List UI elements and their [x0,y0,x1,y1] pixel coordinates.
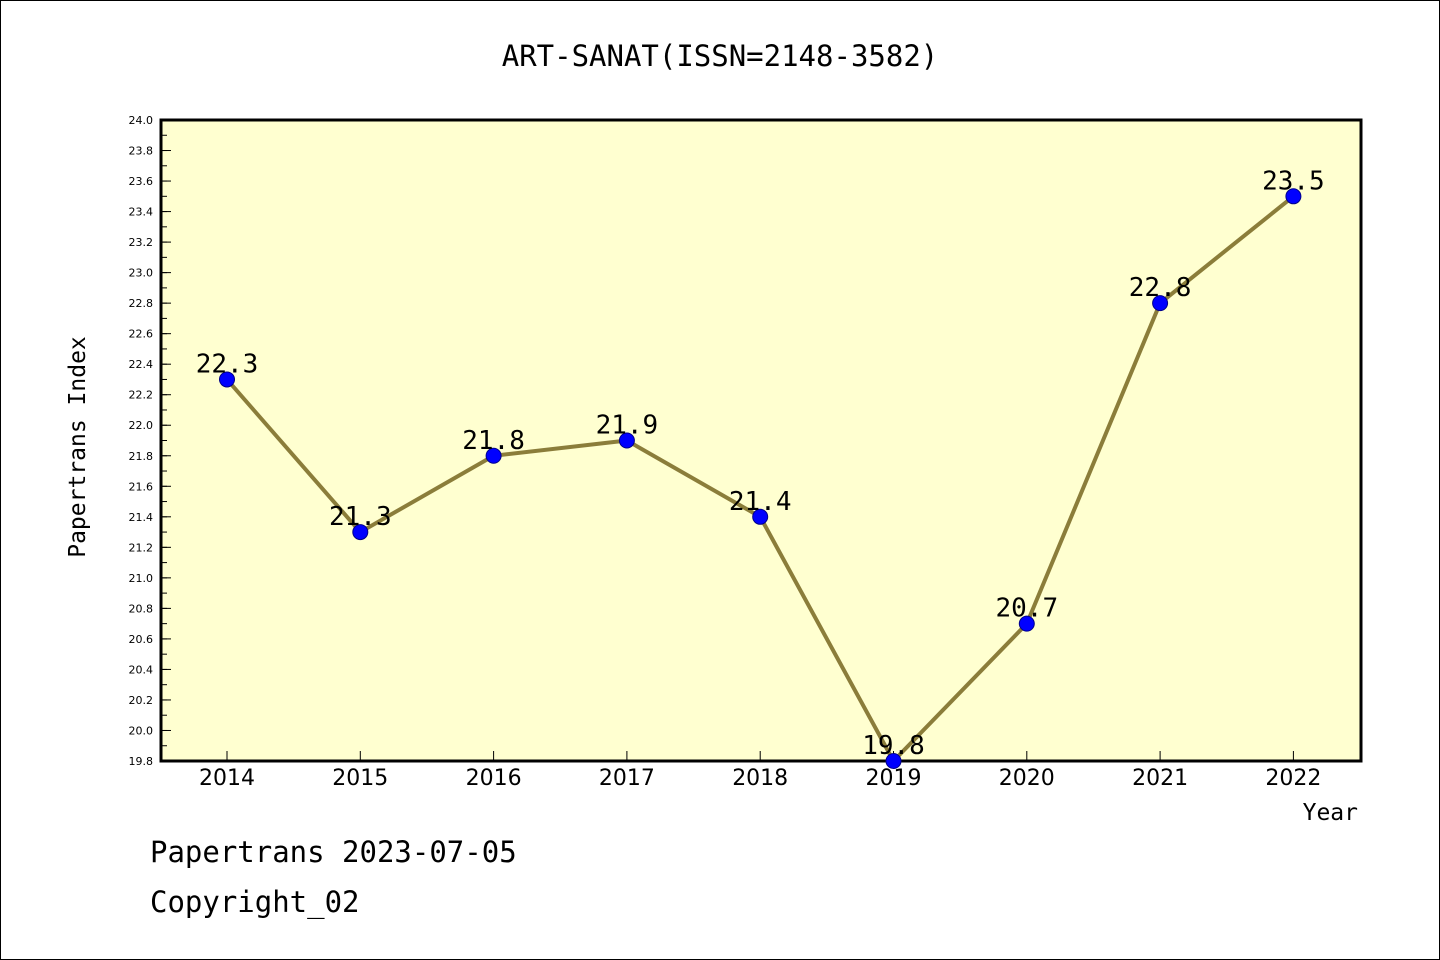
footer-date-text: Papertrans 2023-07-05 [150,835,517,869]
y-tick-label: 20.8 [129,602,154,615]
data-label: 21.8 [462,426,525,456]
y-tick-label: 23.6 [129,175,154,188]
x-tick-label: 2016 [466,766,522,791]
data-point [618,432,635,449]
data-point [885,753,902,769]
y-tick-label: 21.4 [129,511,154,524]
y-tick-label: 21.6 [129,480,154,493]
data-label: 21.3 [329,502,392,532]
chart-title: ART-SANAT(ISSN=2148-3582) [502,39,939,73]
data-point [752,508,769,525]
data-label: 22.3 [196,349,259,379]
plot-area [159,118,1363,763]
x-tick-label: 2021 [1132,766,1188,791]
x-tick-label: 2018 [732,766,788,791]
y-tick-label: 23.4 [129,206,154,219]
y-tick-label: 21.2 [129,541,154,554]
y-tick-label: 22.0 [129,419,154,432]
data-point [219,371,235,388]
y-tick-label: 20.0 [129,724,154,737]
data-point [1152,295,1169,312]
x-tick-label: 2019 [866,766,922,791]
data-point [1285,188,1302,205]
y-tick-label: 23.8 [129,145,154,158]
y-tick-label: 21.8 [129,450,154,463]
series-layer: 22.3 21.3 21.8 21.9 21.4 19.8 20.7 22.8 23.5 [196,166,1325,769]
x-tick-label: 2017 [599,766,655,791]
data-point [1018,615,1035,632]
y-tick-label: 22.8 [129,297,154,310]
data-label: 21.4 [729,487,792,517]
y-tick-label: 23.0 [129,267,154,280]
y-tick-label: 22.2 [129,389,154,402]
x-tick-label: 2022 [1265,766,1321,791]
y-axis-title: Papertrans Index [65,336,91,558]
x-tick-label: 2015 [332,766,388,791]
data-label: 22.8 [1129,273,1192,303]
x-tick-label: 2014 [199,766,255,791]
y-axis-ticks: 19.8 20.0 20.2 20.4 20.6 20.8 21.0 21.2 21.4 21.6… [129,114,171,768]
y-tick-label: 21.0 [129,572,154,585]
y-tick-label: 20.4 [129,663,154,676]
y-tick-label: 22.4 [129,358,154,371]
y-tick-label: 19.8 [129,755,154,768]
y-tick-label: 20.2 [129,694,154,707]
footer-copyright-text: Copyright_02 [150,885,360,919]
y-tick-label: 20.6 [129,633,154,646]
data-label: 19.8 [862,731,925,761]
x-tick-label: 2020 [999,766,1055,791]
y-tick-label: 23.2 [129,236,154,249]
y-tick-label: 22.6 [129,328,154,341]
x-axis-title: Year [1303,800,1358,826]
data-point [485,447,502,464]
data-label: 23.5 [1262,166,1325,196]
y-tick-label: 24.0 [129,114,154,127]
data-label: 21.9 [596,411,659,441]
data-point [352,524,369,541]
data-label: 20.7 [995,594,1058,624]
